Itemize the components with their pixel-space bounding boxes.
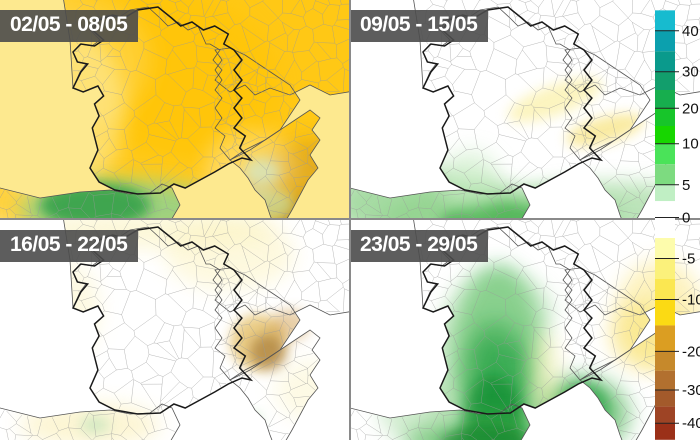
svg-text:-40: -40 xyxy=(682,415,700,432)
svg-text:-10: -10 xyxy=(682,292,700,309)
svg-text:-30: -30 xyxy=(682,382,700,399)
svg-text:30: 30 xyxy=(682,64,699,81)
svg-text:-20: -20 xyxy=(682,343,700,360)
svg-text:5: 5 xyxy=(682,177,690,194)
svg-text:-5: -5 xyxy=(682,251,695,268)
svg-text:40: 40 xyxy=(682,23,699,40)
svg-text:0: 0 xyxy=(682,210,690,227)
svg-text:10: 10 xyxy=(682,136,699,153)
svg-text:20: 20 xyxy=(682,100,699,117)
